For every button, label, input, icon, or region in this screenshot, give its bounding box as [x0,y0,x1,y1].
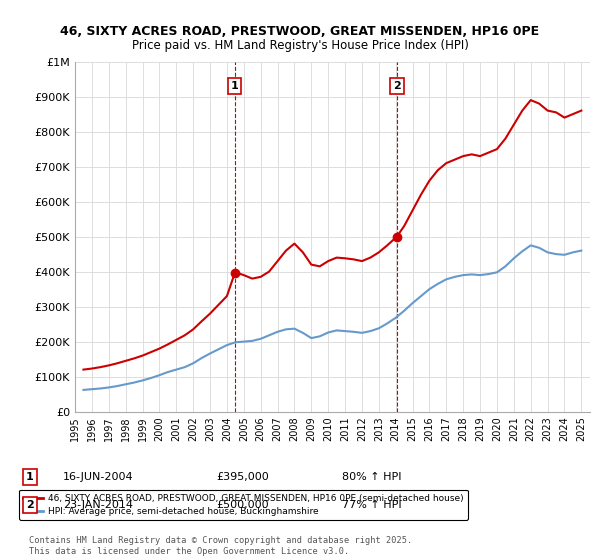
Text: 1: 1 [231,81,239,91]
Text: £500,000: £500,000 [216,500,269,510]
Text: 2: 2 [393,81,401,91]
Text: 77% ↑ HPI: 77% ↑ HPI [342,500,401,510]
Text: 1: 1 [26,472,34,482]
Text: £395,000: £395,000 [216,472,269,482]
Text: 23-JAN-2014: 23-JAN-2014 [63,500,133,510]
Text: Price paid vs. HM Land Registry's House Price Index (HPI): Price paid vs. HM Land Registry's House … [131,39,469,52]
Text: 46, SIXTY ACRES ROAD, PRESTWOOD, GREAT MISSENDEN, HP16 0PE: 46, SIXTY ACRES ROAD, PRESTWOOD, GREAT M… [61,25,539,38]
Legend: 46, SIXTY ACRES ROAD, PRESTWOOD, GREAT MISSENDEN, HP16 0PE (semi-detached house): 46, SIXTY ACRES ROAD, PRESTWOOD, GREAT M… [19,489,468,520]
Text: 2: 2 [26,500,34,510]
Text: 16-JUN-2004: 16-JUN-2004 [63,472,134,482]
Text: Contains HM Land Registry data © Crown copyright and database right 2025.
This d: Contains HM Land Registry data © Crown c… [29,536,412,556]
Text: 80% ↑ HPI: 80% ↑ HPI [342,472,401,482]
